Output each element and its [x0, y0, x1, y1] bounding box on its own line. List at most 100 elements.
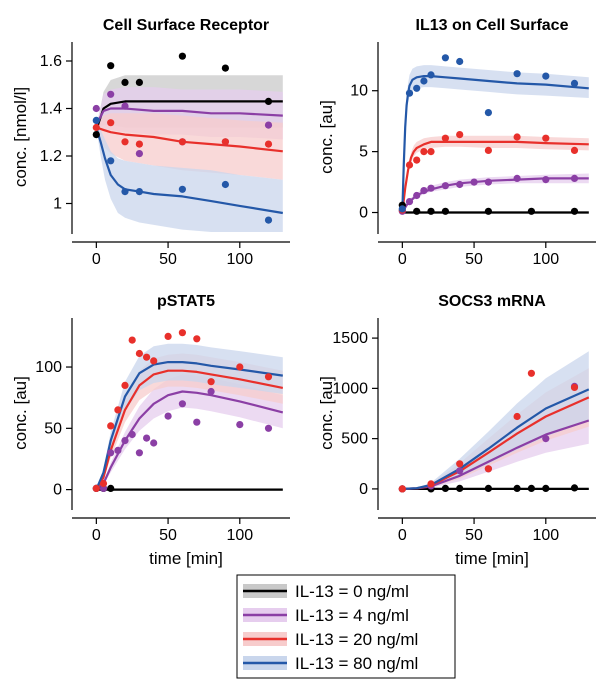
legend-label-2: IL-13 = 20 ng/ml — [295, 630, 418, 649]
data-point-1 — [420, 187, 428, 195]
data-point-0 — [264, 97, 273, 105]
series-line-0 — [95, 100, 283, 131]
data-point-3 — [264, 216, 273, 224]
x-tick-label: 100 — [532, 251, 559, 268]
confidence-band-2 — [96, 113, 283, 180]
data-point-3 — [542, 72, 550, 80]
x-tick-label: 50 — [159, 527, 177, 544]
data-point-2 — [236, 363, 244, 371]
data-point-2 — [150, 357, 158, 365]
data-point-3 — [405, 89, 414, 97]
data-point-2 — [121, 138, 129, 146]
data-point-3 — [441, 54, 449, 62]
y-tick-label: 1500 — [332, 330, 368, 347]
y-axis-label: conc. [au] — [317, 100, 336, 174]
data-point-3 — [570, 79, 579, 87]
data-point-0 — [427, 207, 435, 215]
x-tick-label: 100 — [226, 251, 253, 268]
data-point-3 — [413, 84, 421, 92]
confidence-band-1 — [96, 374, 283, 490]
data-point-0 — [456, 484, 464, 492]
data-point-3 — [513, 70, 521, 78]
x-tick-label: 0 — [92, 251, 101, 268]
data-point-2 — [484, 465, 492, 473]
data-point-1 — [193, 418, 201, 426]
series-line-3 — [95, 127, 283, 215]
data-point-2 — [193, 335, 201, 343]
data-point-2 — [427, 148, 435, 156]
data-point-1 — [121, 437, 129, 445]
data-point-1 — [513, 174, 521, 182]
data-point-0 — [570, 207, 579, 215]
data-point-1 — [456, 467, 464, 475]
data-point-0 — [441, 207, 449, 215]
data-point-0 — [527, 207, 536, 215]
data-point-1 — [178, 400, 186, 408]
legend-entry-0: IL-13 = 0 ng/ml — [243, 582, 409, 601]
data-point-2 — [527, 369, 536, 377]
legend-entry-1: IL-13 = 4 ng/ml — [243, 606, 409, 625]
data-point-0 — [178, 52, 186, 60]
x-tick-label: 50 — [465, 527, 483, 544]
legend-label-0: IL-13 = 0 ng/ml — [295, 582, 409, 601]
confidence-band-1 — [402, 173, 589, 213]
plot-area — [92, 329, 284, 492]
data-point-2 — [264, 373, 273, 381]
chart-panel-2: 0 50 100 0 50 100 pSTAT5 conc. [au] time [min] — [11, 293, 290, 568]
x-tick-label: 0 — [398, 251, 407, 268]
y-tick-label: 1 — [53, 196, 62, 213]
data-point-2 — [92, 123, 100, 132]
y-tick-label: 1000 — [332, 380, 368, 397]
data-point-0 — [527, 484, 536, 492]
data-point-0 — [542, 484, 550, 492]
data-point-2 — [542, 134, 550, 142]
data-point-1 — [114, 446, 122, 454]
data-point-0 — [513, 484, 521, 492]
y-axis-label: conc. [au] — [11, 376, 30, 450]
y-tick-label: 100 — [35, 359, 62, 376]
data-point-1 — [441, 182, 449, 190]
data-point-0 — [570, 484, 579, 492]
x-tick-label: 0 — [398, 527, 407, 544]
data-point-1 — [135, 449, 143, 457]
data-point-0 — [484, 207, 492, 215]
panel-title: pSTAT5 — [157, 293, 215, 310]
data-point-2 — [178, 329, 186, 337]
series-line-2 — [95, 126, 283, 153]
data-point-0 — [107, 62, 115, 70]
series-line-3 — [95, 361, 283, 491]
data-point-2 — [143, 353, 151, 361]
data-point-2 — [207, 378, 215, 386]
data-point-1 — [107, 90, 115, 98]
legend-entry-2: IL-13 = 20 ng/ml — [243, 630, 418, 649]
y-tick-label: 0 — [359, 481, 368, 498]
data-point-2 — [107, 422, 115, 430]
data-point-2 — [413, 156, 421, 164]
y-tick-label: 5 — [359, 144, 368, 161]
data-point-1 — [484, 178, 492, 186]
data-point-2 — [427, 480, 435, 488]
data-point-2 — [121, 381, 129, 389]
data-point-2 — [456, 460, 464, 468]
data-point-1 — [264, 424, 273, 432]
data-point-1 — [164, 412, 172, 420]
data-point-2 — [92, 484, 100, 492]
data-point-0 — [135, 78, 143, 86]
data-point-3 — [456, 57, 464, 66]
x-tick-label: 100 — [226, 527, 253, 544]
series-line-3 — [402, 388, 590, 490]
data-point-1 — [135, 150, 143, 158]
y-tick-label: 0 — [359, 205, 368, 222]
data-point-2 — [164, 332, 172, 340]
data-point-2 — [99, 479, 108, 488]
data-point-1 — [236, 421, 244, 429]
data-point-1 — [92, 104, 100, 113]
data-point-2 — [405, 161, 414, 169]
data-point-0 — [121, 78, 129, 86]
data-point-1 — [121, 102, 129, 110]
data-point-0 — [484, 484, 492, 492]
data-point-2 — [135, 140, 143, 148]
data-point-1 — [413, 191, 421, 200]
